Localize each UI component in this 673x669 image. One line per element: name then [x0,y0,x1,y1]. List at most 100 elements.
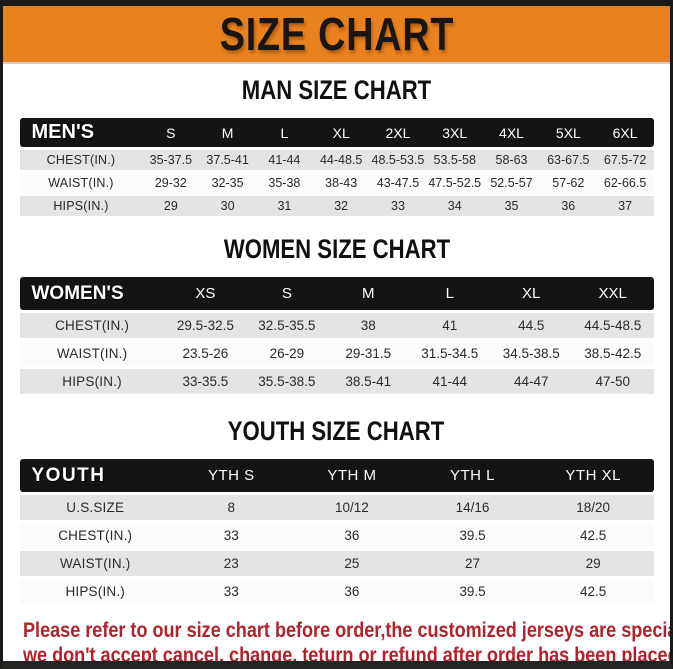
men-section: MAN SIZE CHART MEN'S S M L XL 2XL 3XL 4XL 5XL 6XL C… [3,75,670,219]
value-cell: 47-50 [571,369,654,395]
value-cell: 41 [409,313,491,339]
value-cell: 62-66.5 [596,173,654,194]
size-column-header: YTH XL [532,459,654,493]
value-cell: 44.5-48.5 [571,313,654,339]
value-cell: 32-35 [199,173,256,194]
value-cell: 33 [170,579,292,605]
value-cell: 63-67.5 [539,150,597,171]
value-cell: 36 [291,523,413,549]
table-row: HIPS(IN.) 29 30 31 32 33 34 35 36 37 [19,196,654,217]
value-cell: 42.5 [532,523,654,549]
youth-size-table: YOUTH YTH S YTH M YTH L YTH XL U.S.SIZE 8 10/12… [19,456,654,607]
value-cell: 44.5 [490,313,572,339]
value-cell: 67.5-72 [596,150,654,171]
row-label-cell: HIPS(IN.) [19,369,165,395]
row-label-cell: HIPS(IN.) [19,579,171,605]
value-cell: 25 [291,551,413,577]
value-cell: 26-29 [246,341,328,367]
value-cell: 8 [170,495,292,521]
table-title-cell: WOMEN'S [19,277,165,311]
value-cell: 32.5-35.5 [246,313,328,339]
women-section-heading-text: WOMEN SIZE CHART [223,234,450,265]
value-cell: 37.5-41 [199,150,256,171]
men-section-heading-text: MAN SIZE CHART [241,75,432,105]
value-cell: 35-38 [256,173,313,194]
value-cell: 38-43 [312,173,370,194]
size-column-header: XS [164,277,247,311]
value-cell: 41-44 [409,369,491,395]
size-column-header: L [256,118,313,148]
size-column-header: 6XL [596,118,654,148]
table-title-cell: MEN'S [19,118,143,148]
value-cell: 39.5 [412,523,533,549]
size-column-header: S [142,118,200,148]
women-section: WOMEN SIZE CHART WOMEN'S XS S M L XL XXL CHEST(I… [3,234,670,397]
value-cell: 41-44 [256,150,313,171]
size-column-header: 2XL [369,118,427,148]
youth-header-row: YOUTH YTH S YTH M YTH L YTH XL [19,459,654,493]
value-cell: 38 [327,313,410,339]
row-label-cell: HIPS(IN.) [19,196,143,217]
row-label-cell: U.S.SIZE [19,495,171,521]
value-cell: 31.5-34.5 [409,341,491,367]
value-cell: 34.5-38.5 [490,341,572,367]
value-cell: 34 [426,196,484,217]
value-cell: 29-31.5 [327,341,410,367]
size-chart-sections: MAN SIZE CHART MEN'S S M L XL 2XL 3XL 4XL 5XL 6XL C… [3,75,670,607]
size-column-header: L [409,277,491,311]
size-column-header: 3XL [426,118,484,148]
youth-section: YOUTH SIZE CHART YOUTH YTH S YTH M YTH L YTH … [3,416,670,607]
value-cell: 23 [170,551,292,577]
row-label-cell: CHEST(IN.) [19,313,165,339]
value-cell: 29-32 [142,173,200,194]
women-header-row: WOMEN'S XS S M L XL XXL [19,277,654,311]
size-column-header: YTH L [412,459,533,493]
women-size-table: WOMEN'S XS S M L XL XXL CHEST(IN.) 29.5-32.5 32.5… [19,274,654,397]
value-cell: 48.5-53.5 [369,150,427,171]
value-cell: 58-63 [483,150,540,171]
value-cell: 31 [256,196,313,217]
men-section-heading: MAN SIZE CHART [3,75,670,106]
size-column-header: M [199,118,256,148]
value-cell: 44-47 [490,369,572,395]
table-row: WAIST(IN.) 23 25 27 29 [19,551,654,577]
row-label-cell: WAIST(IN.) [19,551,171,577]
title-banner: SIZE CHART [3,6,670,64]
size-column-header: XL [312,118,370,148]
youth-section-heading: YOUTH SIZE CHART [3,416,670,447]
value-cell: 33 [170,523,292,549]
value-cell: 14/16 [412,495,533,521]
value-cell: 29 [142,196,200,217]
youth-section-heading-text: YOUTH SIZE CHART [228,416,445,447]
value-cell: 44-48.5 [312,150,370,171]
table-title-cell: YOUTH [19,459,171,493]
row-label-cell: WAIST(IN.) [19,173,143,194]
men-size-table: MEN'S S M L XL 2XL 3XL 4XL 5XL 6XL CHEST(IN.) 35-37… [19,115,654,219]
value-cell: 38.5-41 [327,369,410,395]
table-row: HIPS(IN.) 33 36 39.5 42.5 [19,579,654,605]
table-row: CHEST(IN.) 33 36 39.5 42.5 [19,523,654,549]
footer-line-2: we don't accept cancel, change, teturn o… [23,644,673,668]
value-cell: 33 [369,196,427,217]
size-column-header: XXL [571,277,654,311]
value-cell: 32 [312,196,370,217]
value-cell: 30 [199,196,256,217]
value-cell: 35.5-38.5 [246,369,328,395]
table-row: WAIST(IN.) 29-32 32-35 35-38 38-43 43-47.5 47.… [19,173,654,194]
table-row: HIPS(IN.) 33-35.5 35.5-38.5 38.5-41 41-44 44-… [19,369,654,395]
table-row: WAIST(IN.) 23.5-26 26-29 29-31.5 31.5-34.5 34… [19,341,654,367]
value-cell: 39.5 [412,579,533,605]
size-column-header: YTH M [291,459,413,493]
row-label-cell: WAIST(IN.) [19,341,165,367]
value-cell: 36 [539,196,597,217]
value-cell: 29 [532,551,654,577]
size-column-header: XL [490,277,572,311]
size-column-header: 4XL [483,118,540,148]
value-cell: 35-37.5 [142,150,200,171]
value-cell: 57-62 [539,173,597,194]
value-cell: 43-47.5 [369,173,427,194]
footer-line-1: Please refer to our size chart before or… [23,619,670,643]
row-label-cell: CHEST(IN.) [19,523,171,549]
value-cell: 53.5-58 [426,150,484,171]
